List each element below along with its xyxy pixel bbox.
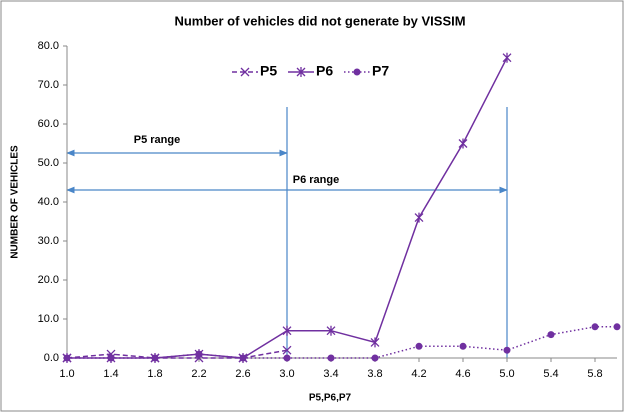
marker [195,350,203,358]
marker [547,331,555,339]
x-tick-label: 3.8 [367,368,382,380]
x-tick-label: 1.0 [59,368,74,380]
series-line [66,349,288,359]
y-tick-label: 50.0 [38,157,59,169]
y-tick-label: 80.0 [38,40,59,52]
x-tick-label: 5.8 [587,368,602,380]
marker [327,354,335,362]
y-axis-title: NUMBER OF VEHICLES [10,145,21,259]
marker [282,345,292,355]
x-tick-label: 1.4 [103,368,118,380]
x-tick-label: 5.0 [499,368,514,380]
legend-label: P5 [260,63,277,79]
x-tick-label: 2.2 [191,368,206,380]
marker [591,323,599,331]
marker [283,354,291,362]
marker [151,354,159,362]
x-tick-label: 1.8 [147,368,162,380]
x-axis-title: P5,P6,P7 [309,393,352,404]
legend-label: P7 [372,63,389,79]
annotation: P6 range [293,174,339,186]
y-tick-label: 0.0 [44,352,59,364]
x-tick-label: 3.0 [279,368,294,380]
chart-title: Number of vehicles did not generate by V… [174,13,465,28]
y-tick-label: 20.0 [38,274,59,286]
y-tick-label: 60.0 [38,118,59,130]
marker [107,354,115,362]
marker [502,52,512,63]
marker [459,342,467,350]
y-tick-label: 70.0 [38,79,59,91]
y-tick-label: 30.0 [38,235,59,247]
series-line [67,326,617,359]
marker [371,354,379,362]
x-tick-label: 2.6 [235,368,250,380]
marker [239,354,247,362]
x-tick-label: 5.4 [543,368,558,380]
marker [282,325,292,336]
marker [414,212,424,223]
x-tick-label: 3.4 [323,368,338,380]
marker [326,325,336,336]
marker [613,323,621,331]
y-tick-label: 40.0 [38,196,59,208]
legend-label: P6 [316,63,333,79]
legend-marker [240,67,250,77]
marker [63,354,71,362]
marker [458,138,468,149]
annotation: P5 range [134,134,180,146]
legend-marker [296,67,306,77]
x-tick-label: 4.6 [455,368,470,380]
marker [503,346,511,354]
legend-marker [353,68,361,76]
marker [370,337,380,348]
marker [415,342,423,350]
x-tick-label: 4.2 [411,368,426,380]
y-tick-label: 10.0 [38,313,59,325]
